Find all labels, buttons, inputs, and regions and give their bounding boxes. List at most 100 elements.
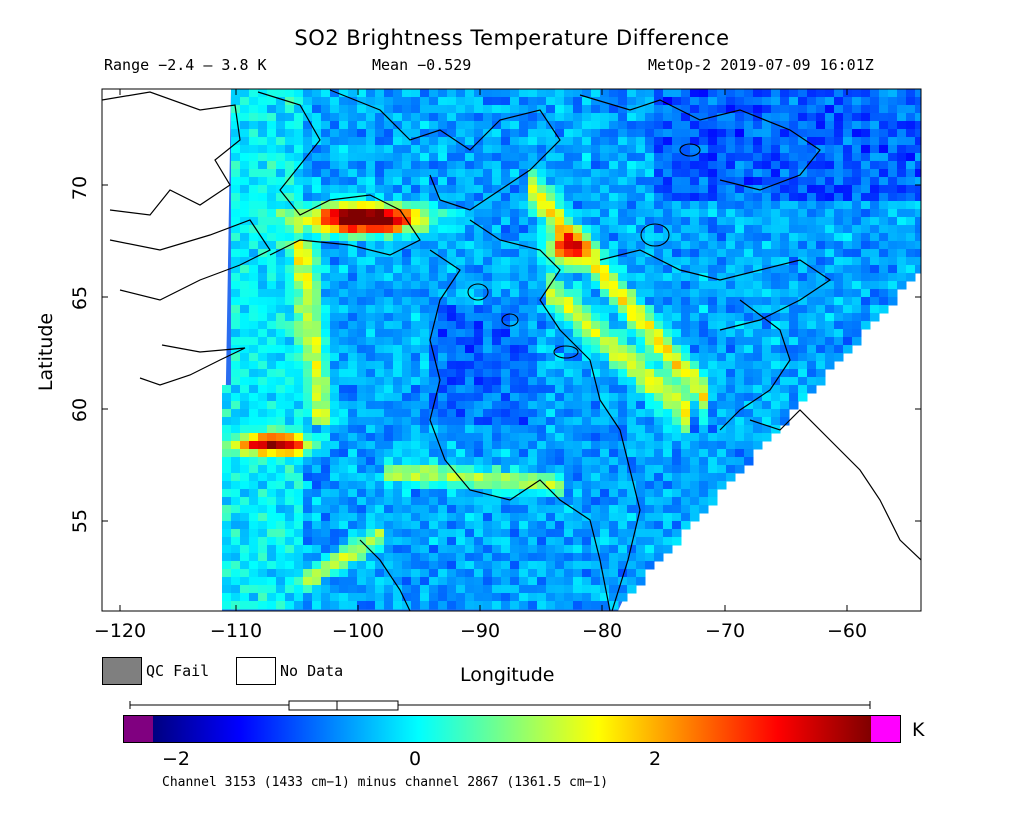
swath-pixel xyxy=(303,129,313,138)
swath-pixel xyxy=(564,201,574,210)
swath-pixel xyxy=(609,529,619,538)
swath-pixel xyxy=(789,113,799,122)
swath-pixel xyxy=(330,577,340,586)
swath-pixel xyxy=(474,529,484,538)
swath-pixel xyxy=(429,161,439,170)
swath-pixel xyxy=(393,465,403,474)
swath-pixel xyxy=(321,193,331,202)
swath-pixel xyxy=(735,153,745,162)
swath-pixel xyxy=(582,345,592,354)
swath-pixel xyxy=(717,353,727,362)
swath-pixel xyxy=(753,281,763,290)
swath-pixel xyxy=(330,457,340,466)
swath-pixel xyxy=(681,505,691,514)
swath-pixel xyxy=(690,137,700,146)
swath-pixel xyxy=(303,537,313,546)
swath-pixel xyxy=(285,505,295,514)
swath-pixel xyxy=(726,193,736,202)
swath-pixel xyxy=(825,241,835,250)
swath-pixel xyxy=(267,177,277,186)
swath-pixel xyxy=(465,409,475,418)
swath-pixel xyxy=(321,169,331,178)
swath-pixel xyxy=(456,497,466,506)
swath-pixel xyxy=(474,505,484,514)
swath-pixel xyxy=(600,353,610,362)
swath-pixel xyxy=(501,241,511,250)
swath-pixel xyxy=(348,169,358,178)
swath-pixel xyxy=(735,353,745,362)
swath-pixel xyxy=(384,169,394,178)
swath-pixel xyxy=(249,513,259,522)
swath-pixel xyxy=(771,321,781,330)
swath-pixel xyxy=(591,177,601,186)
swath-pixel xyxy=(276,249,286,258)
swath-pixel xyxy=(708,89,718,98)
colorbar-under-swatch xyxy=(123,715,153,743)
swath-pixel xyxy=(474,329,484,338)
swath-pixel xyxy=(618,281,628,290)
swath-pixel xyxy=(537,217,547,226)
swath-pixel xyxy=(618,201,628,210)
swath-pixel xyxy=(294,89,304,98)
swath-pixel xyxy=(816,361,826,370)
swath-pixel xyxy=(375,289,385,298)
swath-pixel xyxy=(618,353,628,362)
swath-pixel xyxy=(555,449,565,458)
swath-pixel xyxy=(303,513,313,522)
swath-pixel xyxy=(726,321,736,330)
swath-pixel xyxy=(276,545,286,554)
swath-pixel xyxy=(870,185,880,194)
swath-pixel xyxy=(483,345,493,354)
swath-pixel xyxy=(681,193,691,202)
swath-pixel xyxy=(267,105,277,114)
swath-pixel xyxy=(555,137,565,146)
swath-pixel xyxy=(825,217,835,226)
swath-pixel xyxy=(465,113,475,122)
swath-pixel xyxy=(654,313,664,322)
swath-pixel xyxy=(483,153,493,162)
swath-pixel xyxy=(807,113,817,122)
swath-pixel xyxy=(276,289,286,298)
swath-pixel xyxy=(285,305,295,314)
swath-pixel xyxy=(852,209,862,218)
swath-pixel xyxy=(429,249,439,258)
swath-pixel xyxy=(330,161,340,170)
swath-pixel xyxy=(798,361,808,370)
swath-pixel xyxy=(582,369,592,378)
swath-pixel xyxy=(456,313,466,322)
swath-pixel xyxy=(780,169,790,178)
swath-pixel xyxy=(222,497,232,506)
swath-pixel xyxy=(663,129,673,138)
swath-pixel xyxy=(528,345,538,354)
swath-pixel xyxy=(654,545,664,554)
swath-pixel xyxy=(312,513,322,522)
swath-pixel xyxy=(699,233,709,242)
swath-pixel xyxy=(357,481,367,490)
swath-pixel xyxy=(501,193,511,202)
swath-pixel xyxy=(339,321,349,330)
swath-pixel xyxy=(285,273,295,282)
swath-pixel xyxy=(609,449,619,458)
swath-pixel xyxy=(834,265,844,274)
swath-pixel xyxy=(411,337,421,346)
swath-pixel xyxy=(753,329,763,338)
swath-pixel xyxy=(420,137,430,146)
swath-pixel xyxy=(285,545,295,554)
swath-pixel xyxy=(366,465,376,474)
swath-pixel xyxy=(492,497,502,506)
swath-pixel xyxy=(456,145,466,154)
swath-pixel xyxy=(222,505,232,514)
swath-pixel xyxy=(510,129,520,138)
swath-pixel xyxy=(573,105,583,114)
swath-pixel xyxy=(537,377,547,386)
swath-pixel xyxy=(249,473,259,482)
swath-pixel xyxy=(798,353,808,362)
swath-pixel xyxy=(573,425,583,434)
swath-pixel xyxy=(618,561,628,570)
swath-pixel xyxy=(258,481,268,490)
swath-pixel xyxy=(294,201,304,210)
swath-pixel xyxy=(294,153,304,162)
swath-pixel xyxy=(672,225,682,234)
swath-pixel xyxy=(744,313,754,322)
swath-pixel xyxy=(690,417,700,426)
